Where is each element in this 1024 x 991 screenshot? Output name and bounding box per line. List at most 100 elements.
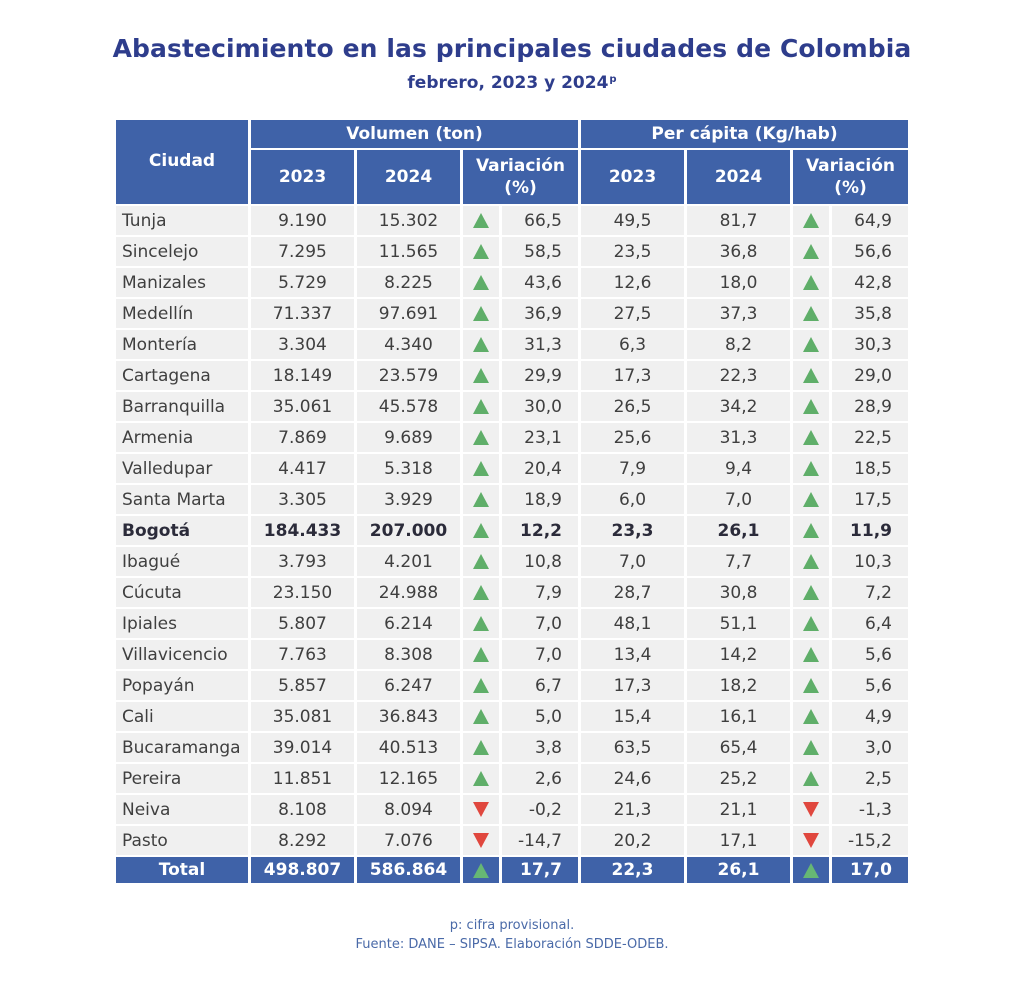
volume-trend-cell <box>463 578 499 607</box>
percapita-2024-cell: 21,1 <box>687 795 790 824</box>
volume-2023-cell: 498.807 <box>251 857 354 883</box>
total-row: Total 498.807 586.864 17,7 22,3 26,1 17,0 <box>116 857 908 883</box>
arrow-up-icon <box>473 492 489 507</box>
table-row: Ipiales 5.807 6.214 7,0 48,1 51,1 6,4 <box>116 609 908 638</box>
table-row: Sincelejo 7.295 11.565 58,5 23,5 36,8 56,6 <box>116 237 908 266</box>
percapita-2024-cell: 17,1 <box>687 826 790 855</box>
volume-2024-cell: 207.000 <box>357 516 460 545</box>
volume-variation-cell: 20,4 <box>502 454 578 483</box>
city-cell: Cartagena <box>116 361 248 390</box>
volume-2023-cell: 3.305 <box>251 485 354 514</box>
volume-trend-cell <box>463 361 499 390</box>
volume-2024-cell: 6.247 <box>357 671 460 700</box>
city-cell: Barranquilla <box>116 392 248 421</box>
table-row: Valledupar 4.417 5.318 20,4 7,9 9,4 18,5 <box>116 454 908 483</box>
percapita-2023-cell: 25,6 <box>581 423 684 452</box>
percapita-2024-cell: 14,2 <box>687 640 790 669</box>
city-cell: Bogotá <box>116 516 248 545</box>
percapita-2024-cell: 18,2 <box>687 671 790 700</box>
table-row: Bogotá 184.433 207.000 12,2 23,3 26,1 11,9 <box>116 516 908 545</box>
arrow-up-icon <box>803 709 819 724</box>
percapita-trend-cell <box>793 578 829 607</box>
percapita-2023-cell: 23,5 <box>581 237 684 266</box>
percapita-2023-cell: 17,3 <box>581 671 684 700</box>
volume-variation-cell: 17,7 <box>502 857 578 883</box>
arrow-up-icon <box>803 523 819 538</box>
percapita-trend-cell <box>793 764 829 793</box>
volume-trend-cell <box>463 516 499 545</box>
volume-2024-cell: 3.929 <box>357 485 460 514</box>
subtitle-text: febrero, 2023 y 2024 <box>407 73 609 93</box>
percapita-trend-cell <box>793 268 829 297</box>
arrow-up-icon <box>803 492 819 507</box>
table-body: Tunja 9.190 15.302 66,5 49,5 81,7 64,9 Sincelej… <box>116 206 908 883</box>
volume-2023-cell: 35.081 <box>251 702 354 731</box>
percapita-trend-cell <box>793 392 829 421</box>
volume-variation-cell: 23,1 <box>502 423 578 452</box>
arrow-up-icon <box>473 771 489 786</box>
volume-2023-cell: 7.763 <box>251 640 354 669</box>
percapita-2024-cell: 22,3 <box>687 361 790 390</box>
volume-trend-cell <box>463 423 499 452</box>
arrow-up-icon <box>473 523 489 538</box>
volume-variation-cell: 29,9 <box>502 361 578 390</box>
volume-trend-cell <box>463 733 499 762</box>
percapita-2023-cell: 28,7 <box>581 578 684 607</box>
percapita-variation-cell: 30,3 <box>832 330 908 359</box>
page-title: Abastecimiento en las principales ciudad… <box>112 34 912 63</box>
volume-trend-cell <box>463 206 499 235</box>
volume-2023-cell: 4.417 <box>251 454 354 483</box>
volume-2023-cell: 71.337 <box>251 299 354 328</box>
page-subtitle: febrero, 2023 y 2024p <box>0 73 1024 93</box>
volume-variation-cell: -0,2 <box>502 795 578 824</box>
volume-trend-cell <box>463 237 499 266</box>
volume-trend-cell <box>463 640 499 669</box>
percapita-2023-cell: 6,0 <box>581 485 684 514</box>
table-row: Neiva 8.108 8.094 -0,2 21,3 21,1 -1,3 <box>116 795 908 824</box>
table-row: Tunja 9.190 15.302 66,5 49,5 81,7 64,9 <box>116 206 908 235</box>
city-cell: Neiva <box>116 795 248 824</box>
header-volume-2024: 2024 <box>357 150 460 204</box>
footnote-source: Fuente: DANE – SIPSA. Elaboración SDDE-O… <box>355 937 669 952</box>
percapita-variation-cell: -15,2 <box>832 826 908 855</box>
percapita-2024-cell: 31,3 <box>687 423 790 452</box>
table-row: Cúcuta 23.150 24.988 7,9 28,7 30,8 7,2 <box>116 578 908 607</box>
percapita-variation-cell: 3,0 <box>832 733 908 762</box>
percapita-variation-cell: -1,3 <box>832 795 908 824</box>
arrow-up-icon <box>473 275 489 290</box>
percapita-2023-cell: 12,6 <box>581 268 684 297</box>
volume-variation-cell: 43,6 <box>502 268 578 297</box>
percapita-variation-cell: 56,6 <box>832 237 908 266</box>
percapita-2024-cell: 7,0 <box>687 485 790 514</box>
volume-2024-cell: 11.565 <box>357 237 460 266</box>
volume-2023-cell: 8.292 <box>251 826 354 855</box>
percapita-2024-cell: 81,7 <box>687 206 790 235</box>
header-percapita-group: Per cápita (Kg/hab) <box>581 120 908 148</box>
percapita-2024-cell: 8,2 <box>687 330 790 359</box>
volume-variation-cell: -14,7 <box>502 826 578 855</box>
volume-variation-cell: 7,0 <box>502 609 578 638</box>
volume-trend-cell <box>463 299 499 328</box>
percapita-2024-cell: 18,0 <box>687 268 790 297</box>
volume-variation-cell: 18,9 <box>502 485 578 514</box>
volume-trend-cell <box>463 392 499 421</box>
table-row: Popayán 5.857 6.247 6,7 17,3 18,2 5,6 <box>116 671 908 700</box>
table-row: Villavicencio 7.763 8.308 7,0 13,4 14,2 5,6 <box>116 640 908 669</box>
arrow-up-icon <box>803 647 819 662</box>
volume-2024-cell: 23.579 <box>357 361 460 390</box>
arrow-up-icon <box>803 771 819 786</box>
percapita-variation-cell: 64,9 <box>832 206 908 235</box>
city-cell: Ipiales <box>116 609 248 638</box>
city-cell: Valledupar <box>116 454 248 483</box>
percapita-2024-cell: 30,8 <box>687 578 790 607</box>
volume-trend-cell <box>463 485 499 514</box>
table-row: Barranquilla 35.061 45.578 30,0 26,5 34,2 28,9 <box>116 392 908 421</box>
volume-2024-cell: 586.864 <box>357 857 460 883</box>
volume-2024-cell: 8.225 <box>357 268 460 297</box>
volume-trend-cell <box>463 826 499 855</box>
percapita-2024-cell: 65,4 <box>687 733 790 762</box>
volume-trend-cell <box>463 764 499 793</box>
arrow-up-icon <box>803 862 819 878</box>
arrow-up-icon <box>803 244 819 259</box>
percapita-2023-cell: 49,5 <box>581 206 684 235</box>
